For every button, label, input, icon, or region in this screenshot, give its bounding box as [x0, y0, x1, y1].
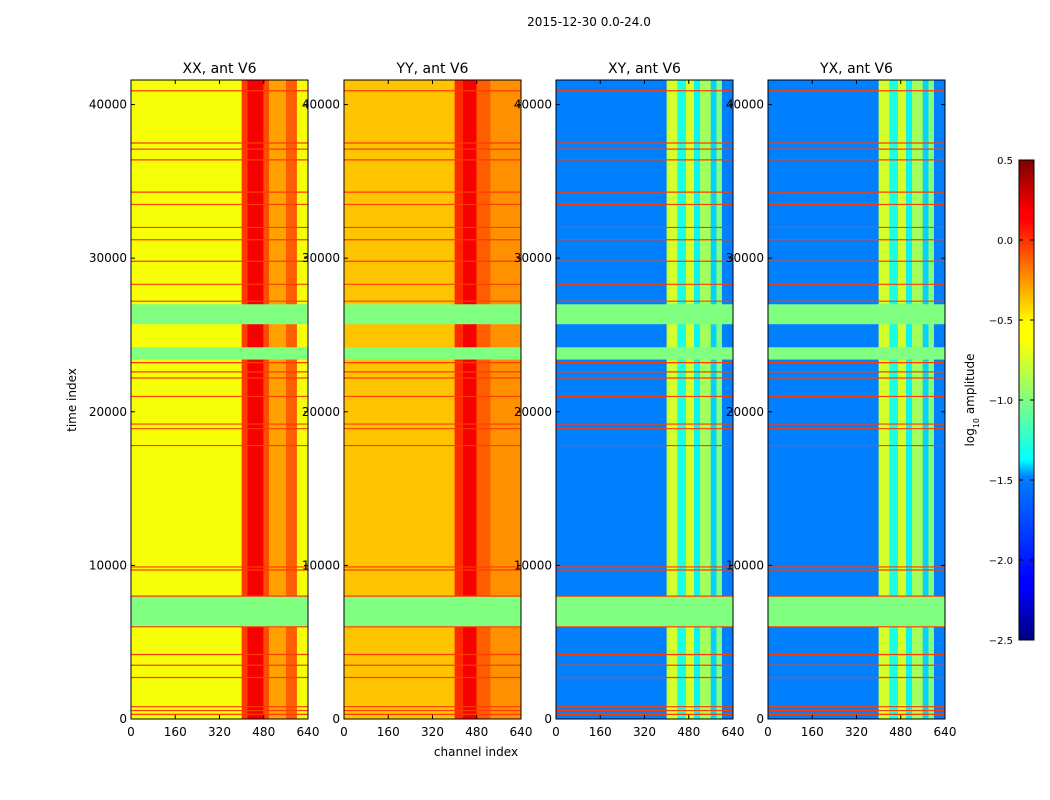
- panel-title: XY, ant V6: [608, 61, 681, 77]
- x-tick-label: 640: [722, 725, 745, 739]
- y-tick-label: 40000: [89, 98, 127, 112]
- y-tick-label: 10000: [726, 558, 764, 572]
- colorbar-tick-label: −2.5: [989, 636, 1013, 647]
- flagged-block: [556, 304, 733, 325]
- flagged-block: [768, 304, 945, 325]
- colorbar-tick-label: 0.5: [997, 156, 1013, 167]
- channel-band: [922, 80, 929, 719]
- channel-band: [897, 80, 907, 719]
- x-tick-label: 320: [633, 725, 656, 739]
- y-tick-label: 30000: [514, 251, 552, 265]
- panel-title: YX, ant V6: [819, 61, 893, 77]
- x-tick-label: 0: [127, 725, 135, 739]
- x-tick-label: 0: [552, 725, 560, 739]
- flagged-block: [556, 347, 733, 360]
- colorbar-tick-label: −1.5: [989, 476, 1013, 487]
- flagged-block: [768, 596, 945, 627]
- channel-band: [677, 80, 686, 719]
- heatmap-panels: XX, ant V6 0 160 320 480 640 0 10000 20000 30000 4…: [89, 61, 957, 739]
- x-axis-label: channel index: [434, 745, 518, 759]
- colorbar-label: log10 amplitude: [963, 354, 981, 447]
- x-tick-label: 480: [465, 725, 488, 739]
- x-tick-label: 480: [252, 725, 275, 739]
- flagged-block: [131, 347, 308, 360]
- colorbar-ticks: 0.5 0.0 −0.5 −1.0 −1.5 −2.0 −2.5: [989, 156, 1034, 647]
- channel-band: [716, 80, 722, 719]
- y-tick-label: 20000: [302, 405, 340, 419]
- x-tick-label: 640: [510, 725, 533, 739]
- y-tick-label: 40000: [514, 98, 552, 112]
- heatmap-panel-3: XY, ant V6 0 160 320 480 640 0 10000 20000 30000 4…: [514, 61, 745, 739]
- x-tick-label: 160: [377, 725, 400, 739]
- x-tick-label: 640: [934, 725, 957, 739]
- heatmap-panel-1: XX, ant V6 0 160 320 480 640 0 10000 20000 30000 4…: [89, 61, 320, 739]
- flagged-block: [131, 596, 308, 627]
- x-tick-label: 640: [297, 725, 320, 739]
- channel-band: [710, 80, 717, 719]
- y-tick-label: 20000: [514, 405, 552, 419]
- channel-band: [878, 80, 890, 719]
- colorbar-tick-label: 0.0: [997, 236, 1013, 247]
- y-axis-label: time index: [65, 368, 79, 432]
- flagged-block: [344, 347, 521, 360]
- channel-band: [666, 80, 678, 719]
- x-tick-label: 320: [421, 725, 444, 739]
- y-tick-label: 0: [119, 712, 127, 726]
- x-tick-label: 480: [677, 725, 700, 739]
- channel-band: [263, 80, 270, 719]
- y-tick-label: 0: [756, 712, 764, 726]
- x-tick-label: 0: [340, 725, 348, 739]
- x-tick-label: 160: [801, 725, 824, 739]
- flagged-block: [131, 304, 308, 325]
- y-tick-label: 10000: [302, 558, 340, 572]
- channel-band: [694, 80, 700, 719]
- channel-band: [285, 80, 297, 719]
- flagged-block: [344, 596, 521, 627]
- figure-title: 2015-12-30 0.0-24.0: [527, 15, 651, 29]
- channel-band: [699, 80, 711, 719]
- flagged-block: [768, 347, 945, 360]
- y-tick-label: 20000: [726, 405, 764, 419]
- y-tick-label: 40000: [302, 98, 340, 112]
- flagged-block: [344, 304, 521, 325]
- x-tick-label: 0: [764, 725, 772, 739]
- y-tick-label: 30000: [89, 251, 127, 265]
- colorbar-tick-label: −0.5: [989, 316, 1013, 327]
- y-tick-label: 0: [544, 712, 552, 726]
- x-tick-label: 320: [845, 725, 868, 739]
- y-tick-label: 20000: [89, 405, 127, 419]
- x-tick-label: 320: [208, 725, 231, 739]
- y-tick-label: 10000: [89, 558, 127, 572]
- y-tick-label: 30000: [302, 251, 340, 265]
- x-tick-label: 160: [164, 725, 187, 739]
- flagged-block: [556, 596, 733, 627]
- y-tick-label: 10000: [514, 558, 552, 572]
- channel-band: [928, 80, 934, 719]
- colorbar-tick-label: −2.0: [989, 556, 1013, 567]
- channel-band: [241, 80, 248, 719]
- channel-band: [889, 80, 898, 719]
- y-tick-label: 0: [332, 712, 340, 726]
- y-tick-label: 30000: [726, 251, 764, 265]
- panel-title: YY, ant V6: [396, 61, 469, 77]
- colorbar: 0.5 0.0 −0.5 −1.0 −1.5 −2.0 −2.5 log10 amplitu…: [963, 156, 1035, 647]
- y-tick-label: 40000: [726, 98, 764, 112]
- heatmap-panel-4: YX, ant V6 0 160 320 480 640 0 10000 20000 30000 4…: [726, 61, 957, 739]
- colorbar-tick-label: −1.0: [989, 396, 1013, 407]
- channel-band: [906, 80, 912, 719]
- channel-band: [685, 80, 695, 719]
- x-tick-label: 160: [589, 725, 612, 739]
- channel-band: [454, 80, 463, 719]
- panel-title: XX, ant V6: [183, 61, 257, 77]
- heatmap-panel-2: YY, ant V6 0 160 320 480 640 0 10000 20000 30000 4…: [302, 61, 533, 739]
- channel-band: [911, 80, 923, 719]
- x-tick-label: 480: [889, 725, 912, 739]
